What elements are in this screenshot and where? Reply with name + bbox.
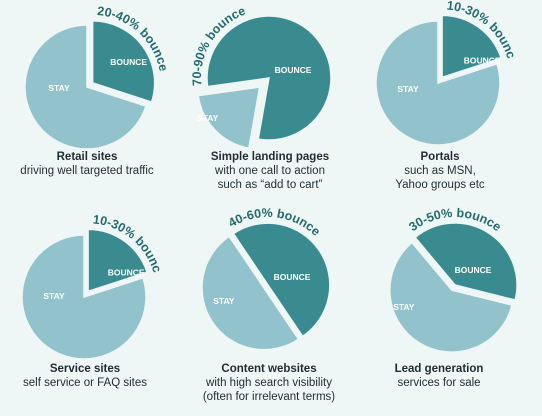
slice-label-bounce: BOUNCE [464, 55, 501, 65]
chart-title-content-websites: Content websites [221, 363, 317, 375]
chart-subtitle-line: Yahoo groups etc [395, 179, 485, 191]
chart-title-lead-generation: Lead generation [394, 363, 484, 375]
slice-label-stay: STAY [43, 291, 65, 301]
chart-subtitle-line: driving well targeted traffic [20, 165, 154, 177]
pie-slice-bounce [414, 222, 518, 301]
caption-content-websites: Content websites with high search visibi… [184, 362, 354, 404]
chart-subtitle-line: (often for irrelevant terms) [202, 391, 336, 403]
slice-label-bounce: BOUNCE [274, 272, 311, 282]
chart-subtitle-line: with one call to action [215, 165, 325, 177]
chart-title-simple-landing-pages: Simple landing pages [210, 151, 330, 163]
slice-label-stay: STAY [397, 84, 419, 94]
chart-title-retail-sites: Retail sites [56, 151, 118, 163]
caption-lead-generation: Lead generation services for sale [354, 362, 524, 390]
pie-slice-stay [24, 24, 147, 150]
slice-label-bounce: BOUNCE [455, 265, 492, 275]
slice-label-stay: STAY [393, 302, 415, 312]
pie-slice-bounce [87, 228, 149, 293]
caption-retail-sites: Retail sites driving well targeted traff… [2, 150, 172, 178]
chart-title-service-sites: Service sites [49, 363, 121, 375]
pie-slice-stay [375, 20, 501, 146]
chart-subtitle-line: services for sale [397, 377, 481, 389]
pie-slice-stay [201, 235, 300, 351]
caption-simple-landing-pages: Simple landing pages with one call to ac… [185, 150, 355, 192]
pie-slice-bounce [91, 20, 156, 103]
pie-slice-bounce [441, 14, 503, 79]
pie-slice-stay [197, 86, 261, 149]
caption-service-sites: Service sites self service or FAQ sites [0, 362, 170, 390]
pie-slice-stay [21, 234, 147, 360]
slice-label-stay: STAY [213, 296, 235, 306]
chart-subtitle-line: self service or FAQ sites [23, 377, 147, 389]
chart-subtitle-line: such as MSN, [404, 165, 476, 177]
slice-label-bounce: BOUNCE [275, 65, 312, 75]
caption-portals: Portals such as MSN, Yahoo groups etc [355, 150, 525, 192]
pie-slice-bounce [232, 222, 331, 338]
chart-subtitle-line: such as “add to cart” [217, 179, 323, 191]
slice-label-bounce: BOUNCE [110, 57, 147, 67]
chart-subtitle-line: with high search visibility [206, 377, 332, 389]
pie-slice-bounce [206, 15, 332, 141]
chart-title-portals: Portals [420, 151, 460, 163]
slice-label-stay: STAY [197, 113, 219, 123]
slice-label-bounce: BOUNCE [108, 267, 145, 277]
pie-slice-stay [389, 241, 513, 353]
slice-label-stay: STAY [48, 83, 70, 93]
